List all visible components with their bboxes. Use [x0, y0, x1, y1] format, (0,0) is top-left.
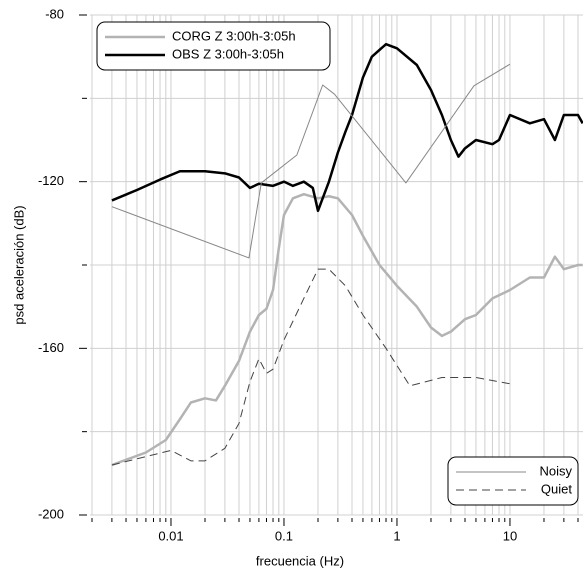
x-tick-label: 10 [503, 528, 517, 543]
y-axis-label: psd aceleración (dB) [11, 205, 26, 324]
x-tick-label: 0.01 [158, 528, 183, 543]
y-tick-label: -160 [38, 340, 64, 355]
legend-label: CORG Z 3:00h-3:05h [172, 28, 296, 43]
x-tick-label: 0.1 [275, 528, 293, 543]
legend-box [96, 21, 331, 71]
x-axis-label: frecuencia (Hz) [256, 553, 344, 568]
y-tick-label: -80 [45, 6, 64, 21]
legend-label: Noisy [539, 463, 572, 478]
y-tick-label: -120 [38, 173, 64, 188]
x-tick-label: 1 [393, 528, 400, 543]
series-line [111, 192, 583, 467]
legend-box [447, 456, 579, 506]
series-line [111, 63, 511, 259]
legend-label: Quiet [541, 481, 572, 496]
legend-label: OBS Z 3:00h-3:05h [172, 46, 284, 61]
series-line [111, 268, 511, 466]
y-tick-label: -200 [38, 506, 64, 521]
series-line [111, 42, 583, 213]
